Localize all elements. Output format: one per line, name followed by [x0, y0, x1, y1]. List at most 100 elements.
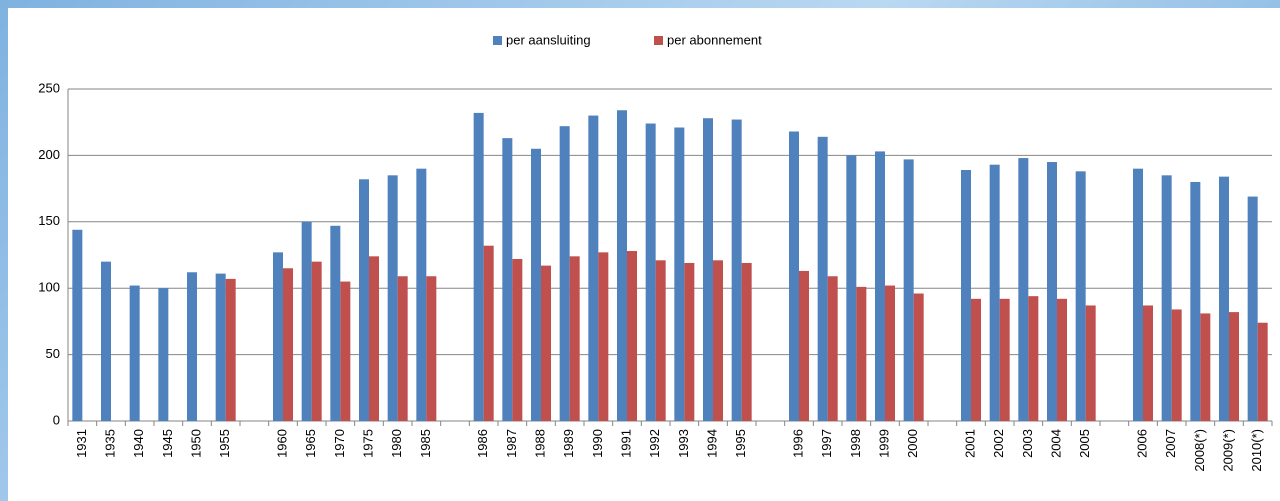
bar	[502, 138, 513, 422]
bar	[885, 285, 895, 421]
x-tick-label: 2001	[962, 429, 977, 458]
bar	[1247, 196, 1258, 421]
x-tick-label: 2000	[905, 429, 920, 458]
legend-swatch	[654, 36, 663, 45]
bar	[903, 159, 914, 421]
y-tick-label: 50	[46, 346, 60, 361]
x-tick-label: 2003	[1020, 429, 1035, 458]
bar	[713, 260, 723, 421]
x-tick-label: 2005	[1077, 429, 1092, 458]
bar	[617, 110, 627, 422]
bar	[531, 148, 541, 421]
bar	[1229, 312, 1239, 421]
bar	[971, 298, 981, 421]
x-tick-label: 1999	[876, 429, 891, 458]
bar	[913, 293, 924, 421]
x-tick-label: 1965	[303, 429, 318, 458]
y-tick-label: 250	[38, 80, 60, 95]
bar	[187, 272, 197, 421]
x-tick-label: 1955	[217, 429, 232, 458]
x-tick-label: 1940	[131, 429, 146, 458]
bar	[1057, 298, 1067, 421]
bar	[588, 115, 599, 421]
x-tick-label: 1993	[676, 429, 691, 458]
bar	[416, 168, 427, 421]
legend-label: per abonnement	[667, 32, 762, 47]
bar	[397, 276, 408, 421]
x-tick-label: 2002	[991, 429, 1006, 458]
x-tick-label: 1997	[819, 429, 834, 458]
x-tick-label: 1945	[160, 429, 175, 458]
x-tick-label: 1986	[475, 429, 490, 458]
bar	[799, 270, 809, 421]
x-tick-label: 1994	[704, 429, 719, 458]
bar	[273, 252, 283, 421]
x-tick-label: 1970	[332, 429, 347, 458]
bar	[129, 285, 140, 421]
bar	[387, 175, 398, 421]
x-tick-label: 2009(*)	[1220, 429, 1235, 472]
bar	[655, 260, 666, 421]
bar	[674, 127, 685, 422]
bar	[1143, 305, 1153, 421]
bar	[703, 118, 713, 421]
x-tick-label: 1975	[360, 429, 375, 458]
bar	[301, 221, 312, 421]
x-tick-label: 1987	[504, 429, 519, 458]
x-tick-label: 2008(*)	[1192, 429, 1207, 472]
x-tick-label: 1995	[733, 429, 748, 458]
x-tick-label: 2006	[1134, 429, 1149, 458]
y-tick-label: 200	[38, 147, 60, 162]
x-tick-label: 1960	[274, 429, 289, 458]
bar	[627, 251, 637, 421]
bar	[1171, 309, 1182, 421]
bar	[1028, 296, 1039, 421]
x-tick-label: 1990	[590, 429, 605, 458]
bar	[541, 265, 551, 421]
legend-label: per aansluiting	[506, 32, 591, 47]
bar	[101, 261, 111, 421]
x-tick-label: 1980	[389, 429, 404, 458]
bar	[827, 276, 838, 421]
x-tick-label: 1985	[418, 429, 433, 458]
x-tick-label: 1989	[561, 429, 576, 458]
bar	[1190, 181, 1201, 421]
bar	[856, 286, 867, 421]
x-tick-label: 2007	[1163, 429, 1178, 458]
x-tick-label: 1935	[102, 429, 117, 458]
bar	[846, 155, 857, 421]
bar	[283, 268, 293, 421]
bar	[1257, 322, 1268, 421]
bar	[215, 273, 226, 421]
bar	[961, 170, 971, 421]
bar	[598, 252, 609, 421]
bar	[1047, 162, 1057, 422]
x-tick-label: 2010(*)	[1249, 429, 1264, 472]
bar	[741, 262, 752, 421]
bar	[569, 256, 580, 421]
x-tick-label: 1996	[790, 429, 805, 458]
bar	[731, 119, 742, 421]
x-tick-label: 1931	[74, 429, 89, 458]
bar	[1133, 168, 1143, 421]
bar	[158, 288, 169, 421]
bar	[473, 112, 484, 422]
bar	[426, 276, 437, 421]
bar	[225, 278, 236, 421]
x-tick-label: 1988	[532, 429, 547, 458]
bar	[875, 151, 885, 421]
plot-panel	[8, 8, 1280, 501]
bar	[330, 225, 341, 421]
bar	[340, 281, 351, 421]
bar	[1075, 171, 1086, 421]
bar	[1085, 305, 1096, 421]
bar	[989, 164, 1000, 422]
bar	[1018, 158, 1029, 421]
bar	[789, 131, 799, 421]
y-tick-label: 0	[53, 412, 60, 427]
bar	[1161, 175, 1172, 421]
bar	[1219, 176, 1229, 421]
bar	[512, 258, 523, 421]
